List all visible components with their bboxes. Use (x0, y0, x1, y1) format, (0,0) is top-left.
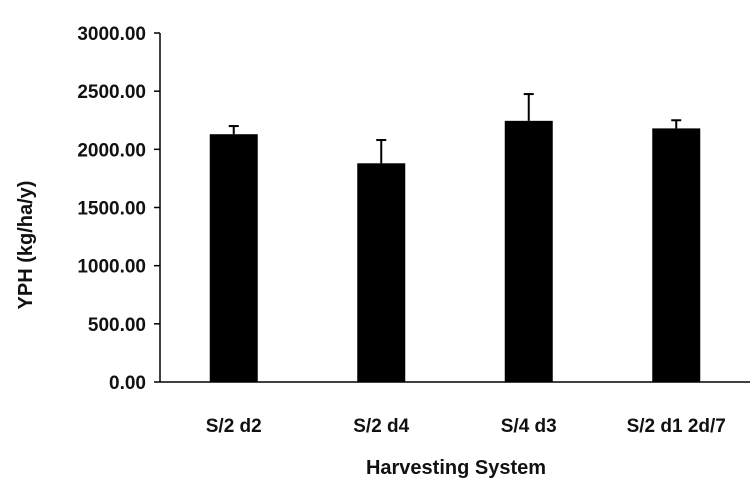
y-tick-label: 2500.00 (77, 82, 146, 103)
y-tick-labels: 0.00 500.00 1000.00 1500.00 2000.00 2500.00 30… (77, 24, 160, 394)
x-tick-label: S/2 d4 (353, 416, 409, 437)
y-tick-label: 1000.00 (77, 257, 146, 278)
y-tick-label: 500.00 (88, 315, 146, 336)
bar (652, 128, 701, 382)
x-tick-label: S/2 d2 (206, 416, 262, 437)
y-tick-label: 1500.00 (77, 199, 146, 220)
y-tick-label: 2000.00 (77, 140, 146, 161)
y-axis-title: YPH (kg/ha/y) (15, 181, 37, 310)
x-axis-title: Harvesting System (366, 457, 546, 479)
bar (209, 134, 258, 382)
plot-area (209, 93, 701, 382)
bar (357, 163, 406, 382)
x-tick-label: S/4 d3 (501, 416, 557, 437)
x-tick-label: S/2 d1 2d/7 (627, 416, 726, 437)
x-tick-labels: S/2 d2 S/2 d4 S/4 d3 S/2 d1 2d/7 (206, 416, 726, 437)
bar (504, 120, 553, 382)
y-tick-label: 3000.00 (77, 24, 146, 45)
y-tick-label: 0.00 (109, 373, 146, 394)
